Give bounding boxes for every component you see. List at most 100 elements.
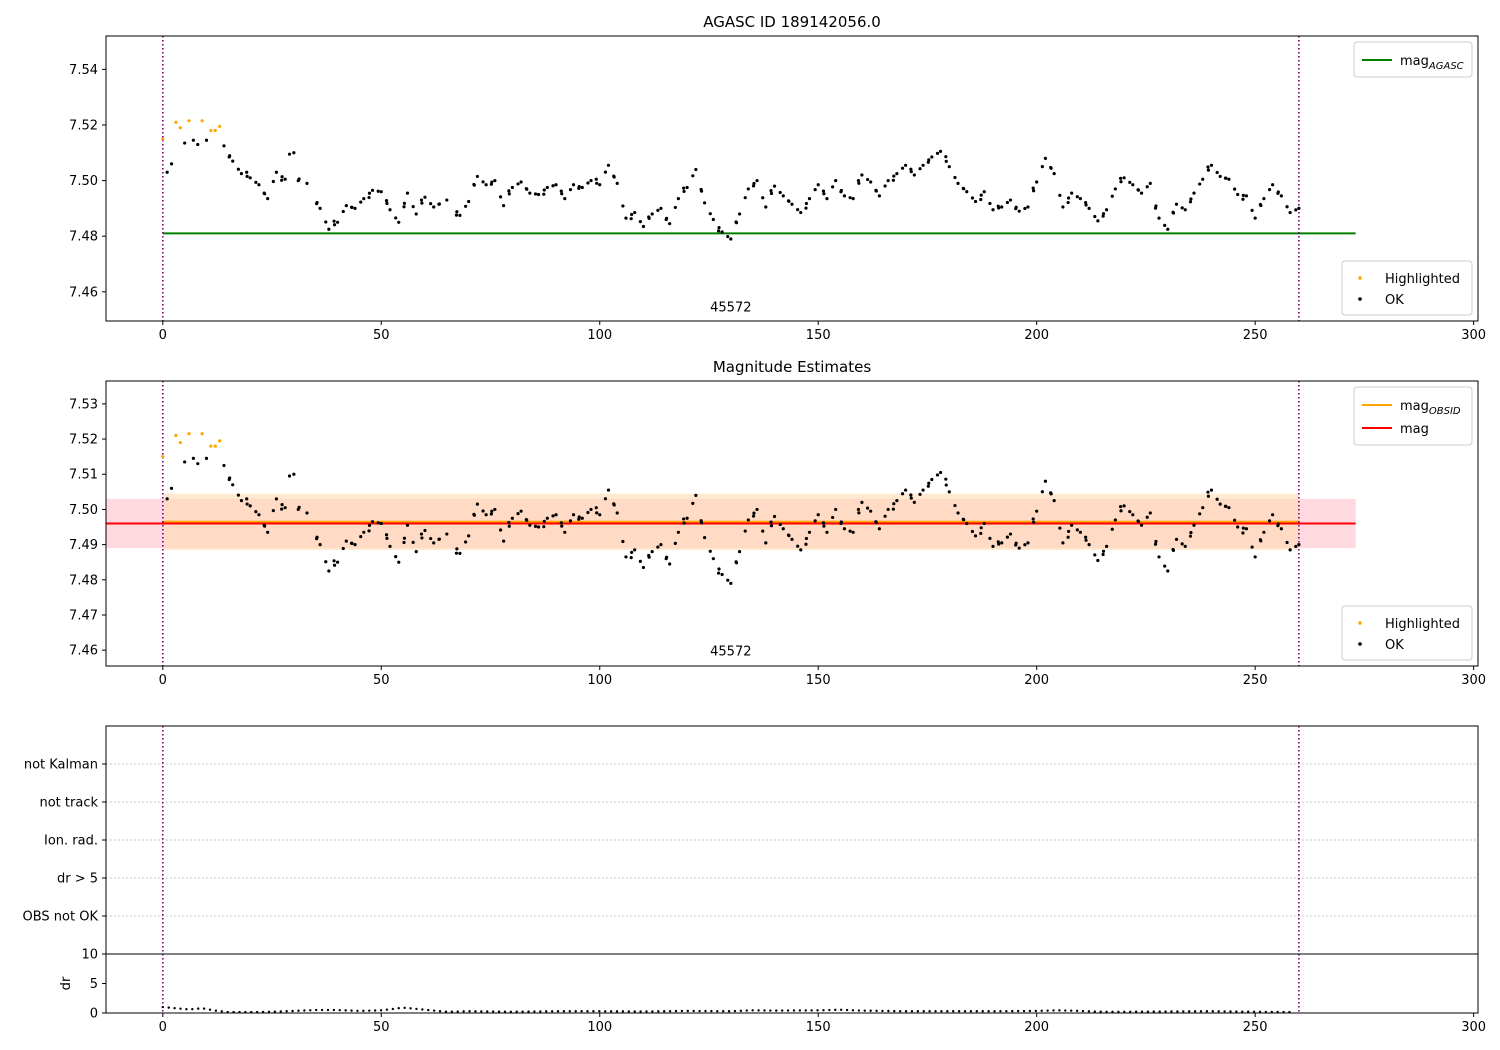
dr-point	[1235, 1010, 1238, 1013]
ok-point	[633, 548, 637, 552]
ok-point	[624, 555, 628, 559]
ok-point	[1163, 223, 1167, 227]
ok-point	[384, 533, 389, 537]
dr-point	[185, 1008, 188, 1011]
ok-point	[384, 199, 389, 203]
dr-point	[1070, 1009, 1073, 1012]
dr-point	[721, 1009, 725, 1013]
dr-point	[1081, 1009, 1085, 1013]
ok-point	[1180, 542, 1184, 546]
dr-point	[1111, 1010, 1114, 1014]
ok-point	[528, 191, 532, 195]
ok-point	[598, 513, 602, 517]
ok-point	[630, 212, 634, 217]
ok-point	[1192, 191, 1196, 195]
dr-point	[952, 1010, 955, 1013]
ok-point	[909, 496, 913, 500]
dr-point	[1134, 1010, 1138, 1013]
ok-point	[1227, 506, 1231, 510]
x-tick-label: 150	[806, 1020, 831, 1035]
ok-point	[536, 192, 541, 197]
ok-point	[647, 215, 651, 219]
dr-point	[314, 1008, 318, 1012]
ok-point	[1241, 531, 1245, 535]
ok-point	[926, 160, 930, 164]
ok-point	[804, 201, 809, 206]
ok-point	[1297, 543, 1301, 547]
dr-point	[403, 1006, 406, 1010]
ok-point	[335, 560, 340, 564]
ok-point	[825, 530, 829, 534]
ok-point	[405, 523, 410, 527]
dr-point	[828, 1008, 831, 1012]
ok-point	[772, 514, 777, 519]
highlighted-point	[213, 128, 217, 133]
ok-point	[1087, 543, 1091, 547]
ok-point	[761, 529, 765, 533]
ok-point	[778, 190, 782, 195]
ok-point	[245, 170, 249, 174]
ok-point	[510, 185, 514, 190]
dr-point	[1211, 1010, 1214, 1013]
ok-point	[676, 530, 680, 534]
ok-point	[691, 501, 695, 505]
ok-point	[458, 551, 462, 556]
ok-point	[641, 565, 646, 570]
ok-point	[786, 199, 791, 203]
dr-point	[385, 1008, 389, 1011]
ok-point	[542, 188, 546, 192]
ok-point	[254, 180, 258, 184]
ok-point	[953, 175, 957, 180]
ok-point	[554, 513, 558, 517]
ok-point	[586, 510, 590, 515]
ok-point	[865, 177, 870, 182]
dr-point	[574, 1010, 577, 1013]
ok-point	[577, 186, 581, 190]
ok-point	[869, 509, 873, 513]
ok-point	[542, 519, 546, 523]
ok-point	[484, 183, 488, 187]
ok-point	[895, 172, 899, 176]
dr-point	[161, 1005, 165, 1009]
ok-point	[318, 543, 322, 547]
ok-point	[388, 544, 392, 548]
x-tick-label: 50	[373, 1020, 390, 1035]
ok-point	[1279, 527, 1283, 531]
ok-point	[1166, 227, 1170, 231]
ok-point	[804, 206, 808, 210]
x-tick-label: 100	[587, 673, 612, 688]
ok-point	[804, 536, 809, 541]
ok-point	[1093, 553, 1097, 557]
ok-point	[650, 550, 654, 554]
x-tick-label: 150	[806, 673, 831, 688]
ok-point	[379, 190, 383, 194]
ok-point	[982, 521, 986, 526]
ok-point	[353, 206, 357, 210]
ok-point	[1276, 191, 1280, 195]
y-tick-label: 7.54	[69, 63, 98, 78]
ok-point	[280, 502, 284, 507]
ok-point	[668, 222, 672, 226]
ok-point	[891, 178, 895, 182]
x-tick-label: 250	[1243, 328, 1268, 343]
ok-point	[1084, 538, 1088, 542]
ok-point	[624, 216, 628, 220]
ok-point	[367, 191, 372, 195]
ok-point	[1084, 200, 1088, 205]
dr-point	[863, 1009, 866, 1012]
ok-point	[1014, 543, 1018, 547]
ok-point	[183, 141, 187, 145]
dr-point	[491, 1010, 495, 1013]
ok-point	[979, 197, 983, 202]
dr-point	[893, 1009, 896, 1013]
dr-point	[1170, 1010, 1173, 1013]
ok-point	[542, 192, 546, 196]
ok-point	[737, 550, 742, 554]
ok-point	[664, 557, 668, 561]
ok-point	[472, 512, 476, 516]
ok-point	[816, 183, 820, 187]
dr-point	[285, 1010, 288, 1013]
dr-point	[421, 1008, 424, 1011]
ok-point	[839, 190, 843, 194]
flag-category-label: dr > 5	[57, 872, 98, 887]
